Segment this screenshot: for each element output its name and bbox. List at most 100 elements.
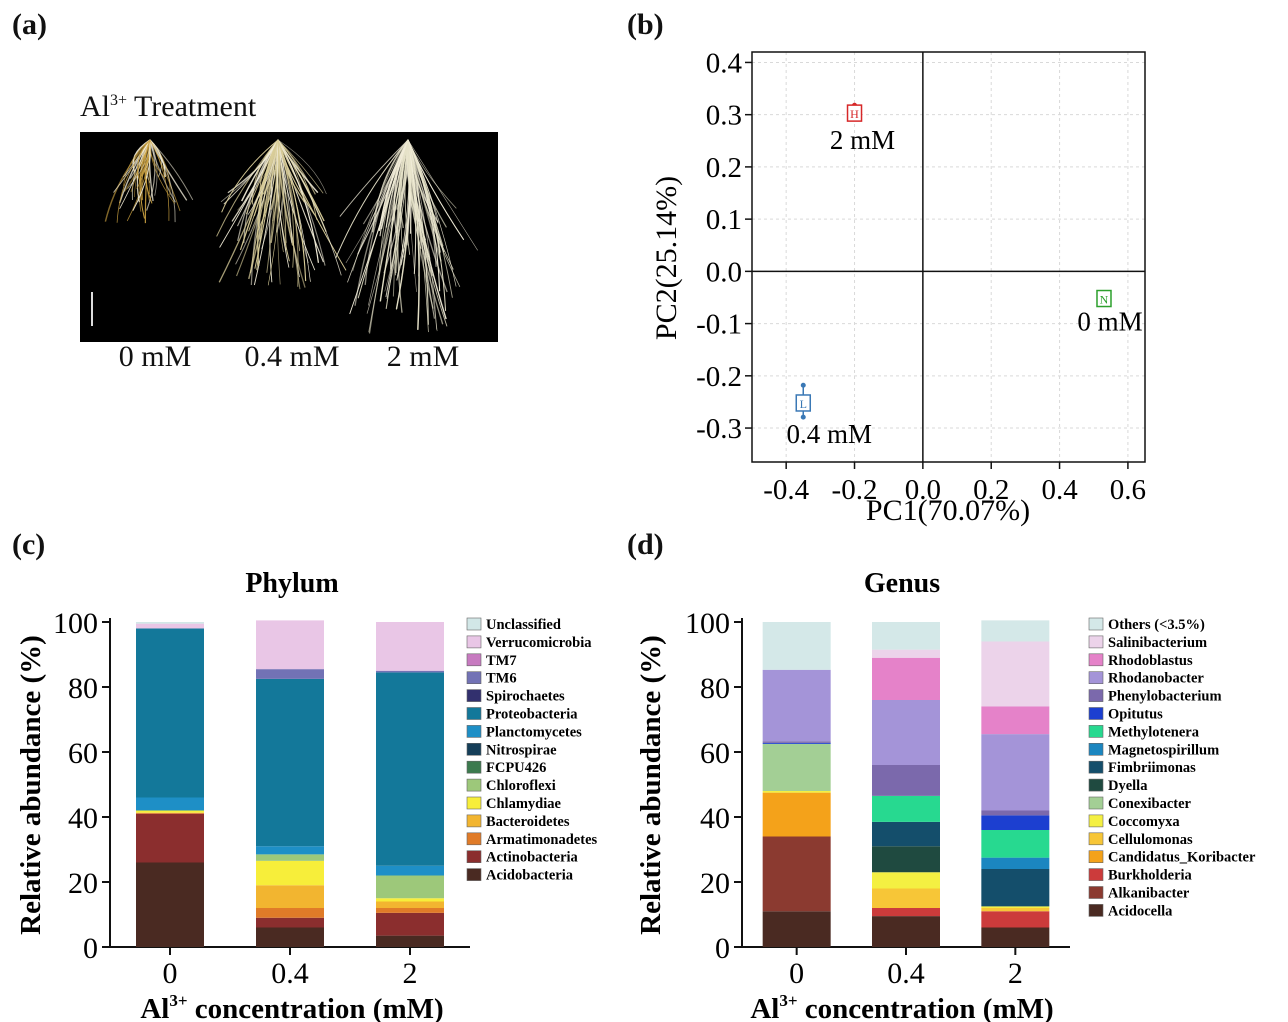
pca-ytick-label: 0.4 (706, 47, 743, 79)
legend-label: Fimbriimonas (1108, 760, 1196, 776)
bar-segment-salinibacterium-0.4 (872, 649, 940, 658)
legend-item: Actinobacteria (466, 850, 579, 866)
legend-swatch (1088, 671, 1104, 684)
legend-swatch (1088, 814, 1104, 828)
bar-segment-methylotenera-2 (981, 830, 1050, 858)
bar-segment-opitutus-2 (981, 815, 1050, 830)
legend-swatch (1088, 850, 1104, 864)
pca-xtick-label: -0.4 (763, 474, 809, 506)
legend-item: Acidobacteria (466, 868, 574, 884)
bar-segment-chloroflexi-0.4 (256, 854, 324, 861)
legend-label: Verrucomicrobia (486, 635, 592, 651)
legend-label: Phenylobacterium (1108, 689, 1222, 705)
y-tick-label: 0 (83, 932, 98, 965)
bar-segment-armatimonadetes-0.4 (256, 908, 324, 918)
legend-label: Burkholderia (1108, 868, 1193, 884)
y-tick-label: 20 (68, 867, 98, 900)
pca-xtick-label: 0.4 (1041, 474, 1078, 506)
legend-item: Acidocella (1088, 903, 1173, 919)
pca-xtick-label: -0.2 (832, 474, 878, 506)
bar-segment-acidobacteria-0 (136, 862, 204, 947)
pca-point-marker: N (1100, 293, 1109, 307)
bar-segment-rhodanobacter-0.4 (872, 700, 940, 765)
legend-swatch (466, 760, 482, 774)
legend-item: Phenylobacterium (1088, 689, 1222, 705)
pca-xtick-label: 0.2 (973, 474, 1009, 506)
bar-segment-tm6-0.4 (256, 669, 324, 679)
x-tick-label: 2 (403, 957, 418, 990)
legend-item: Alkanibacter (1088, 886, 1190, 902)
legend-item: Opitutus (1088, 707, 1163, 723)
y-tick-label: 80 (700, 672, 730, 705)
legend-swatch (1088, 653, 1104, 667)
bar-segment-others-3-5--0 (762, 622, 831, 670)
legend-swatch (1088, 868, 1104, 881)
y-tick-label: 100 (53, 607, 98, 640)
y-tick-label: 80 (68, 672, 98, 705)
y-tick-label: 20 (700, 867, 730, 900)
legend-item: Armatimonadetes (466, 832, 598, 848)
bar-segment-rhodanobacter-0 (762, 669, 831, 742)
bar-segment-actinobacteria-2 (376, 912, 444, 936)
legend-swatch (466, 617, 482, 631)
legend-swatch (1088, 689, 1104, 702)
legend-label: Acidocella (1108, 903, 1173, 919)
x-tick-label: 0.4 (887, 957, 925, 990)
bar-segment-salinibacterium-2 (981, 641, 1050, 707)
bar-segment-methylotenera-0.4 (872, 795, 940, 822)
legend-swatch (466, 743, 482, 756)
legend-swatch (1088, 904, 1104, 917)
pca-ytick-label: 0.3 (706, 100, 742, 132)
bar-segment-phenylobacterium-2 (981, 810, 1050, 816)
legend-swatch (466, 725, 482, 738)
legend-label: TM6 (486, 671, 517, 687)
pca-xtick-label: 0.6 (1110, 474, 1146, 506)
legend-item: FCPU426 (466, 760, 546, 776)
x-tick-label: 0.4 (271, 957, 309, 990)
legend-label: Chlamydiae (486, 796, 561, 812)
legend-label: Acidobacteria (486, 868, 574, 884)
bar-segment-planctomycetes-0 (136, 797, 204, 811)
bar-segment-rhodoblastus-0.4 (872, 657, 940, 700)
legend-item: TM7 (466, 653, 517, 669)
bar-segment-cellulomonas-2 (981, 908, 1050, 912)
bar-segment-cellulomonas-0.4 (872, 888, 940, 908)
pca-xtick-label: 0.0 (905, 474, 941, 506)
legend-item: Fimbriimonas (1088, 760, 1196, 776)
legend-item: Nitrospirae (466, 742, 557, 758)
legend-item: Cellulomonas (1088, 832, 1193, 848)
legend-item: Magnetospirillum (1088, 742, 1219, 758)
bar-segment-opitutus-0 (762, 742, 831, 744)
bar-segment-acidocella-0 (762, 911, 831, 947)
bar-segment-proteobacteria-2 (376, 672, 444, 866)
genus-ylabel: Relative abundance (%) (635, 635, 667, 935)
legend-label: Candidatus_Koribacter (1108, 850, 1256, 866)
bar-segment-proteobacteria-0.4 (256, 678, 324, 847)
phylum-xlabel: Al3+ concentration (mM) (140, 991, 443, 1022)
phylum-ylabel: Relative abundance (%) (15, 635, 47, 935)
bar-segment-verrucomicrobia-0.4 (256, 620, 324, 670)
pca-point-N: N0 mM (1077, 289, 1143, 337)
legend-label: Others (<3.5%) (1108, 617, 1205, 633)
pca-point-H: H 2 mM (830, 102, 895, 155)
genus-title: Genus (864, 568, 940, 599)
bar-segment-rhodanobacter-2 (981, 734, 1050, 811)
bar-segment-armatimonadetes-0 (136, 812, 204, 814)
bar-segment-acidocella-0.4 (872, 916, 940, 947)
bar-segment-rhodoblastus-2 (981, 706, 1050, 735)
panel-label-d: (d) (627, 528, 664, 561)
x-tick-label: 0 (163, 957, 178, 990)
legend-label: Magnetospirillum (1108, 742, 1219, 758)
legend-label: Proteobacteria (486, 707, 578, 723)
legend-item: Bacteroidetes (466, 814, 570, 830)
root-photo-drawing (80, 132, 498, 342)
bar-segment-others-3-5--2 (981, 620, 1050, 642)
x-tick-label: 0 (789, 957, 804, 990)
pca-point-marker: H (850, 107, 859, 121)
legend-item: Methylotenera (1088, 724, 1200, 740)
legend-item: Proteobacteria (466, 707, 578, 723)
bar-segment-unclassified-0 (136, 622, 204, 624)
panel-label-b: (b) (627, 8, 664, 41)
legend-label: Dyella (1108, 778, 1148, 794)
legend-item: Planctomycetes (466, 724, 582, 740)
